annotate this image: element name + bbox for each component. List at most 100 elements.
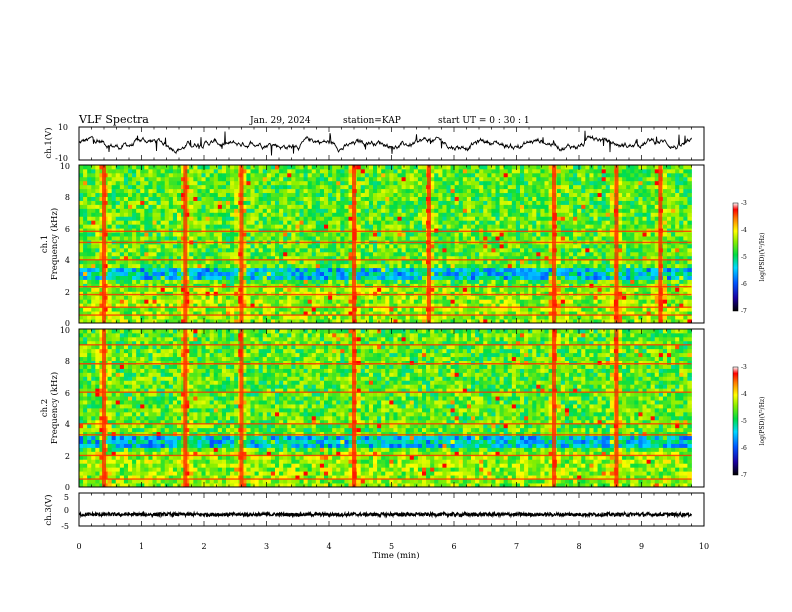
ch1-spectrogram-cell	[160, 275, 166, 280]
ch1-spectrogram-cell	[319, 283, 325, 288]
ch1-spectrogram-cell	[536, 295, 541, 300]
ch1-spectrogram-cell	[266, 224, 272, 229]
ch1-spectrogram-cell	[466, 279, 472, 284]
ch1-spectrogram-cell	[209, 176, 215, 182]
ch1-spectrogram-cell	[319, 319, 325, 324]
ch1-spectrogram-cell	[95, 244, 100, 249]
ch1-spectrogram-cell	[266, 315, 272, 320]
ch1-spectrogram-cell	[87, 224, 92, 229]
ch1-spectrogram-cell	[536, 244, 541, 249]
ch1-spectrogram-cell	[160, 259, 166, 265]
ch1-spectrogram-cell	[87, 251, 92, 257]
ch1-spectrogram-cell	[275, 165, 280, 170]
ch1-spectrogram-cell	[270, 283, 276, 288]
ch1-spectrogram-cell	[111, 188, 117, 194]
ch1-spectrogram-cell	[107, 267, 113, 273]
ch1-spectrogram-cell	[511, 216, 517, 221]
ch1-spectrogram-cell	[368, 299, 374, 304]
ch1-spectrogram-cell	[250, 228, 255, 233]
ch1-spectrogram-cell	[217, 275, 223, 280]
ch1-spectrogram-cell	[128, 315, 133, 320]
ch1-spectrogram-cell	[83, 204, 88, 209]
ch1-spectrogram-cell	[262, 176, 268, 182]
ch1-spectrogram-cell	[520, 176, 525, 182]
ch1-spectrogram-cell	[360, 315, 366, 320]
ch1-spectrogram-cell	[213, 216, 219, 221]
ch1-spectrogram-cell	[209, 319, 215, 324]
ch1-spectrogram-cell	[491, 196, 496, 201]
ch1-spectrogram-cell	[107, 251, 113, 257]
ch1-spectrogram-cell	[556, 188, 562, 194]
ch1-spectrogram-cell	[324, 275, 329, 280]
ch1-spectrogram-cell	[503, 259, 509, 265]
ch1-spectrogram-cell	[315, 251, 321, 257]
ch1-spectrogram-cell	[156, 188, 162, 194]
ch1-spectrogram-cell	[417, 184, 423, 190]
ch1-spectrogram-cell	[520, 180, 525, 186]
ch1-spectrogram-cell	[217, 295, 223, 300]
ch1-spectrogram-cell	[221, 295, 227, 300]
ch1-spectrogram-cell	[87, 267, 92, 273]
ch1-spectrogram-cell	[422, 271, 427, 276]
ch1-spectrogram-cell	[417, 212, 423, 217]
ch1-spectrogram-cell	[140, 228, 145, 233]
ch1-spectrogram-cell	[475, 212, 480, 217]
ch1-spectrogram-cell	[164, 184, 170, 190]
ch1-spectrogram-cell	[119, 220, 125, 225]
ch1-spectrogram-cell	[193, 263, 198, 269]
ch1-spectrogram-cell	[234, 220, 239, 225]
ch1-spectrogram-cell	[115, 287, 121, 292]
ch1-spectrogram-cell	[168, 287, 174, 292]
ch1-spectrogram-cell	[140, 196, 145, 201]
ch1-spectrogram-cell	[160, 192, 166, 197]
ch1-spectrogram-cell	[217, 287, 223, 292]
ch1-spectrogram-cell	[434, 224, 439, 229]
ch1-spectrogram-cell	[230, 299, 235, 304]
ch1-spectrogram-cell	[373, 247, 378, 253]
ch1-spectrogram-cell	[491, 184, 496, 190]
ch1-spectrogram-cell	[242, 172, 247, 178]
ch1-spectrogram-cell	[417, 251, 423, 257]
ch1-spectrogram-cell	[438, 200, 443, 205]
ch1-spectrogram-cell	[307, 200, 313, 205]
ch1-spectrogram-cell	[385, 275, 390, 280]
ch1-spectrogram-cell	[177, 204, 182, 209]
ch1-spectrogram-cell	[205, 295, 211, 300]
ch1-spectrogram-cell	[364, 184, 370, 190]
ch1-spectrogram-cell	[507, 287, 513, 292]
ch1-spectrogram-cell	[462, 200, 468, 205]
ch1-spectrogram-cell	[79, 200, 84, 205]
ch1-spectrogram-cell	[466, 247, 472, 253]
ch1-spectrogram-cell	[254, 204, 260, 209]
ch1-spectrogram-cell	[95, 176, 100, 182]
ch1-spectrogram-cell	[140, 259, 145, 265]
ch1-spectrogram-cell	[287, 168, 292, 174]
ch1-spectrogram-cell	[111, 244, 117, 249]
ch1-spectrogram-cell	[413, 251, 419, 257]
ch1-spectrogram-cell	[119, 208, 125, 213]
ch1-spectrogram-cell	[336, 287, 341, 292]
ch1-spectrogram-cell	[279, 319, 284, 324]
ch1-spectrogram-cell	[393, 216, 398, 221]
ch1-spectrogram-cell	[99, 275, 104, 280]
ch1-spectrogram-cell	[319, 267, 325, 273]
ch1-spectrogram-cell	[136, 196, 141, 201]
ch1-spectrogram-cell	[115, 192, 121, 197]
ch1-spectrogram-cell	[107, 283, 113, 288]
ch1-spectrogram-cell	[348, 244, 353, 249]
ch1-spectrogram-cell	[140, 251, 145, 257]
ch1-spectrogram-cell	[536, 287, 541, 292]
ch1-spectrogram-cell	[499, 232, 505, 237]
ch1-spectrogram-cell	[393, 291, 398, 296]
ch1-spectrogram-cell	[132, 224, 137, 229]
ch1-spectrogram-cell	[462, 220, 468, 225]
ch1-spectrogram-cell	[295, 188, 300, 194]
ch1-spectrogram-cell	[111, 255, 117, 261]
ch1-spectrogram-cell	[368, 208, 374, 213]
ch1-spectrogram-cell	[560, 291, 566, 296]
ch1-spectrogram-cell	[99, 180, 104, 186]
ch1-spectrogram-cell	[536, 255, 541, 261]
ch1-spectrogram-cell	[377, 232, 382, 237]
ch1-spectrogram-cell	[422, 267, 427, 273]
ch1-spectrogram-cell	[136, 247, 141, 253]
